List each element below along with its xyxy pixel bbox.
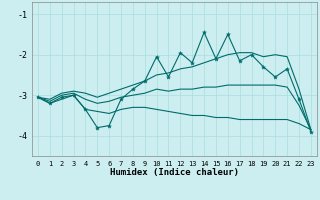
X-axis label: Humidex (Indice chaleur): Humidex (Indice chaleur): [110, 168, 239, 177]
